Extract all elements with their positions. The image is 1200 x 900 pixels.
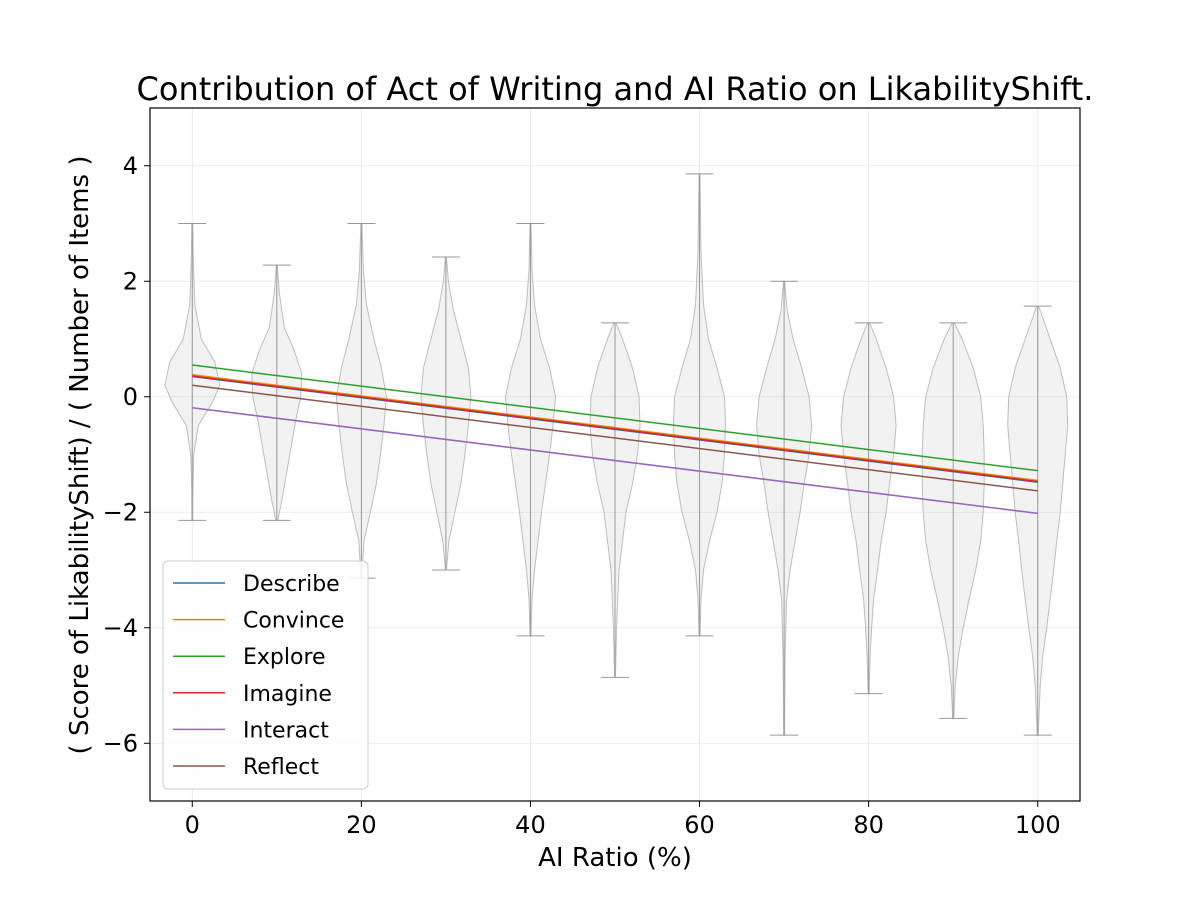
series-line-reflect — [192, 384, 1038, 492]
legend-label-interact: Interact — [243, 718, 329, 743]
x-tick-label: 100 — [1015, 811, 1061, 839]
plot-frame — [149, 107, 1081, 802]
legend: Describe Convince Explore Imagine Interact Re… — [162, 560, 369, 790]
chart-title: Contribution of Act of Writing and AI Ra… — [137, 70, 1094, 108]
x-tick-label: 20 — [346, 811, 377, 839]
x-tick-label: 0 — [185, 811, 200, 839]
x-axis-label: AI Ratio (%) — [538, 843, 692, 873]
series-line-explore — [192, 364, 1038, 472]
series-line-imagine — [192, 375, 1038, 483]
legend-box — [162, 560, 369, 790]
y-tick-label: −2 — [103, 498, 138, 526]
y-tick-label: 4 — [123, 152, 138, 180]
legend-label-reflect: Reflect — [243, 755, 319, 780]
legend-label-explore: Explore — [243, 645, 326, 670]
x-tick-label: 60 — [684, 811, 715, 839]
series-line-interact — [192, 406, 1038, 515]
legend-label-imagine: Imagine — [243, 682, 332, 707]
regression-lines — [192, 364, 1038, 515]
axis-ticks: 0 20 40 60 80 100 −6 −4 −2 0 2 4 — [103, 152, 1061, 839]
legend-label-describe: Describe — [243, 572, 340, 597]
y-tick-label: 0 — [123, 383, 138, 411]
x-tick-label: 80 — [853, 811, 884, 839]
y-axis-label: ( Score of LikabilityShift) / ( Number o… — [65, 156, 95, 755]
y-tick-label: −4 — [103, 614, 138, 642]
legend-label-convince: Convince — [243, 609, 344, 634]
series-line-convince — [192, 374, 1038, 482]
x-tick-label: 40 — [515, 811, 546, 839]
y-tick-label: 2 — [123, 267, 138, 295]
y-tick-label: −6 — [103, 729, 138, 757]
